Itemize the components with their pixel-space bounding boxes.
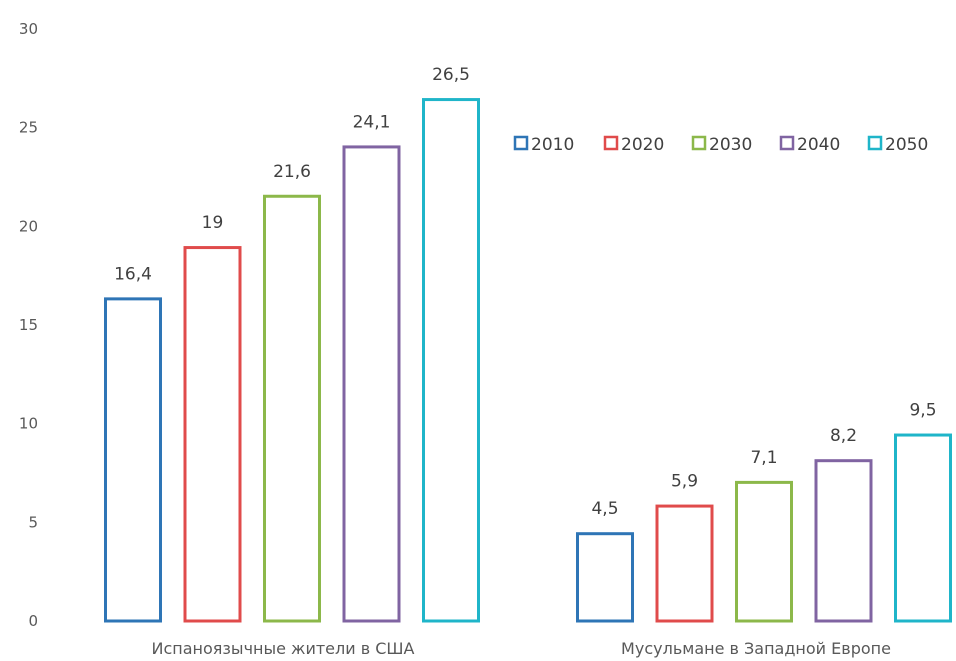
legend-label: 2010: [531, 135, 574, 155]
data-label: 8,2: [830, 426, 857, 446]
bar-2010-0: [104, 297, 162, 623]
legend-item-2050: 2050: [867, 135, 928, 155]
data-label: 4,5: [591, 499, 618, 519]
legend-swatch: [513, 135, 529, 151]
category-label: Мусульмане в Западной Европе: [621, 639, 891, 658]
legend-label: 2050: [885, 135, 928, 155]
data-label: 19: [202, 213, 224, 233]
legend-swatch: [691, 135, 707, 151]
y-axis: 0 5 10 15 20 25 30: [19, 20, 38, 630]
y-tick-label: 0: [28, 612, 38, 630]
bar-2020-1: [655, 504, 714, 623]
bar-2040-0: [342, 145, 401, 623]
y-tick-label: 5: [28, 513, 38, 531]
legend-swatch: [867, 135, 883, 151]
legend-label: 2030: [709, 135, 752, 155]
legend-item-2030: 2030: [691, 135, 752, 155]
legend-label: 2020: [621, 135, 664, 155]
x-axis-categories: Испаноязычные жители в США Мусульмане в З…: [152, 639, 891, 658]
legend-label: 2040: [797, 135, 840, 155]
legend-item-2020: 2020: [603, 135, 664, 155]
data-label: 5,9: [671, 472, 698, 492]
legend: 2010 2020 2030 2040 2050: [513, 135, 928, 155]
bar-2050-0: [422, 98, 480, 623]
y-tick-label: 25: [19, 119, 38, 137]
legend-swatch: [779, 135, 795, 151]
legend-item-2040: 2040: [779, 135, 840, 155]
y-tick-label: 30: [19, 20, 38, 38]
y-tick-label: 20: [19, 217, 38, 235]
data-label: 7,1: [750, 448, 777, 468]
bar-2020-0: [183, 246, 242, 623]
data-label: 9,5: [909, 401, 936, 421]
bars: [104, 98, 952, 623]
legend-swatch: [603, 135, 619, 151]
bar-2030-1: [735, 480, 793, 623]
y-tick-label: 10: [19, 415, 38, 433]
bar-2040-1: [814, 459, 873, 623]
data-label: 24,1: [353, 112, 391, 132]
data-label: 21,6: [273, 162, 311, 182]
bar-2030-0: [263, 194, 321, 623]
data-label: 16,4: [114, 264, 152, 284]
data-labels: 16,4 19 21,6 24,1 26,5 4,5 5,9 7,1 8,2 9,5: [114, 65, 936, 519]
y-tick-label: 15: [19, 316, 38, 334]
data-label: 26,5: [432, 65, 470, 85]
legend-item-2010: 2010: [513, 135, 574, 155]
bar-2010-1: [576, 532, 634, 623]
category-label: Испаноязычные жители в США: [152, 639, 415, 658]
bar-2050-1: [894, 433, 952, 623]
